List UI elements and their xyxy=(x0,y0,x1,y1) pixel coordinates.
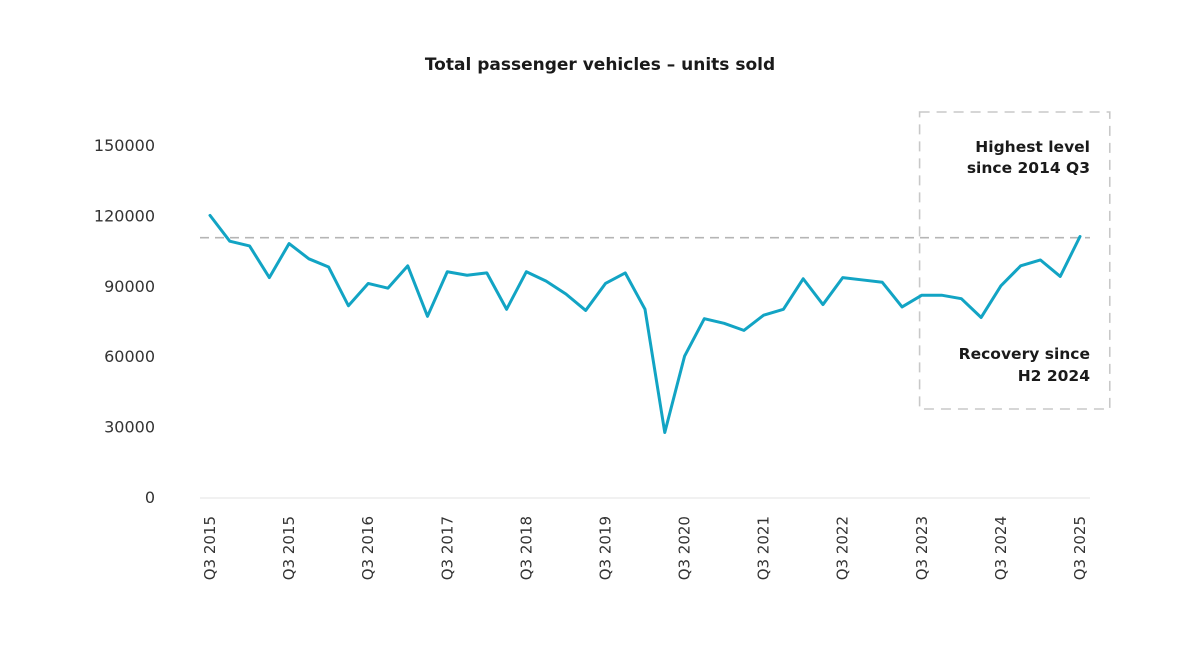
y-tick-label: 0 xyxy=(145,488,155,507)
data-point xyxy=(288,242,291,245)
x-axis-ticks: Q3 2015 Q3 2015 Q3 2016 Q3 2017 Q3 2018 Q3 20… xyxy=(201,516,1089,580)
data-point xyxy=(802,277,805,280)
data-point xyxy=(584,309,587,312)
data-point xyxy=(406,264,409,267)
data-point xyxy=(881,281,884,284)
data-point xyxy=(228,240,231,243)
x-tick-label: Q3 2025 xyxy=(1071,516,1089,580)
data-point xyxy=(1019,264,1022,267)
annotation-bottom-line-1: Recovery since xyxy=(959,345,1090,363)
data-point xyxy=(960,297,963,300)
x-tick-label: Q3 2015 xyxy=(201,516,219,580)
data-point xyxy=(426,315,429,318)
data-point xyxy=(1079,235,1082,238)
chart-title: Total passenger vehicles – units sold xyxy=(425,55,775,75)
x-tick-label: Q3 2019 xyxy=(596,516,614,580)
data-point xyxy=(367,282,370,285)
x-tick-label: Q3 2020 xyxy=(676,516,694,580)
data-point xyxy=(920,294,923,297)
x-tick-label: Q3 2024 xyxy=(992,516,1010,580)
highlight-box xyxy=(918,111,1111,410)
data-point xyxy=(485,271,488,274)
series-points xyxy=(209,214,1082,434)
data-point xyxy=(307,257,310,260)
annotation-top-line-1: Highest level xyxy=(975,138,1090,156)
annotation-bottom-line-2: H2 2024 xyxy=(1018,367,1091,385)
data-point xyxy=(762,314,765,317)
data-point xyxy=(327,266,330,269)
annotation-top-line-2: since 2014 Q3 xyxy=(967,159,1090,177)
y-tick-label: 120000 xyxy=(94,206,155,225)
y-tick-label: 30000 xyxy=(104,418,155,437)
data-point xyxy=(466,274,469,277)
data-point xyxy=(782,308,785,311)
data-point xyxy=(347,304,350,307)
x-tick-label: Q3 2021 xyxy=(755,516,773,580)
x-tick-label: Q3 2016 xyxy=(359,516,377,580)
x-tick-label: Q3 2018 xyxy=(517,516,535,580)
data-point xyxy=(564,293,567,296)
y-tick-label: 60000 xyxy=(104,347,155,366)
data-point xyxy=(446,270,449,273)
data-point xyxy=(386,287,389,290)
data-point xyxy=(1059,275,1062,278)
data-point xyxy=(268,276,271,279)
data-point xyxy=(624,271,627,274)
data-point xyxy=(1039,258,1042,261)
data-point xyxy=(940,294,943,297)
data-point xyxy=(683,355,686,358)
y-tick-label: 90000 xyxy=(104,277,155,296)
data-point xyxy=(248,244,251,247)
y-tick-label: 150000 xyxy=(94,136,155,155)
data-point xyxy=(505,308,508,311)
data-point xyxy=(703,317,706,320)
data-point xyxy=(525,270,528,273)
data-point xyxy=(980,316,983,319)
series-line xyxy=(208,213,1082,434)
data-point xyxy=(604,282,607,285)
x-tick-label: Q3 2023 xyxy=(913,516,931,580)
data-point xyxy=(901,305,904,308)
x-tick-label: Q3 2017 xyxy=(438,516,456,580)
y-axis-ticks: 150000 120000 90000 60000 30000 0 xyxy=(94,136,155,507)
data-point xyxy=(644,308,647,311)
data-point xyxy=(999,284,1002,287)
data-point xyxy=(841,276,844,279)
x-tick-label: Q3 2015 xyxy=(280,516,298,580)
x-tick-label: Q3 2022 xyxy=(834,516,852,580)
data-point xyxy=(861,278,864,281)
data-point xyxy=(742,329,745,332)
data-point xyxy=(723,322,726,325)
data-point xyxy=(821,303,824,306)
data-point xyxy=(209,214,212,217)
data-point xyxy=(545,280,548,283)
data-point xyxy=(663,431,666,434)
